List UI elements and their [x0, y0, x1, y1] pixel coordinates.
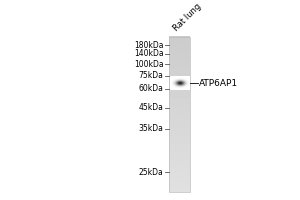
- Text: 75kDa: 75kDa: [139, 71, 164, 80]
- Text: 25kDa: 25kDa: [139, 168, 164, 177]
- Text: ATP6AP1: ATP6AP1: [199, 79, 239, 88]
- Text: 180kDa: 180kDa: [134, 41, 164, 50]
- Text: 60kDa: 60kDa: [139, 84, 164, 93]
- Text: 45kDa: 45kDa: [139, 103, 164, 112]
- Text: 35kDa: 35kDa: [139, 124, 164, 133]
- Text: 100kDa: 100kDa: [134, 60, 164, 69]
- Text: Rat lung: Rat lung: [172, 2, 203, 33]
- Text: 140kDa: 140kDa: [134, 49, 164, 58]
- Bar: [169, 37, 190, 192]
